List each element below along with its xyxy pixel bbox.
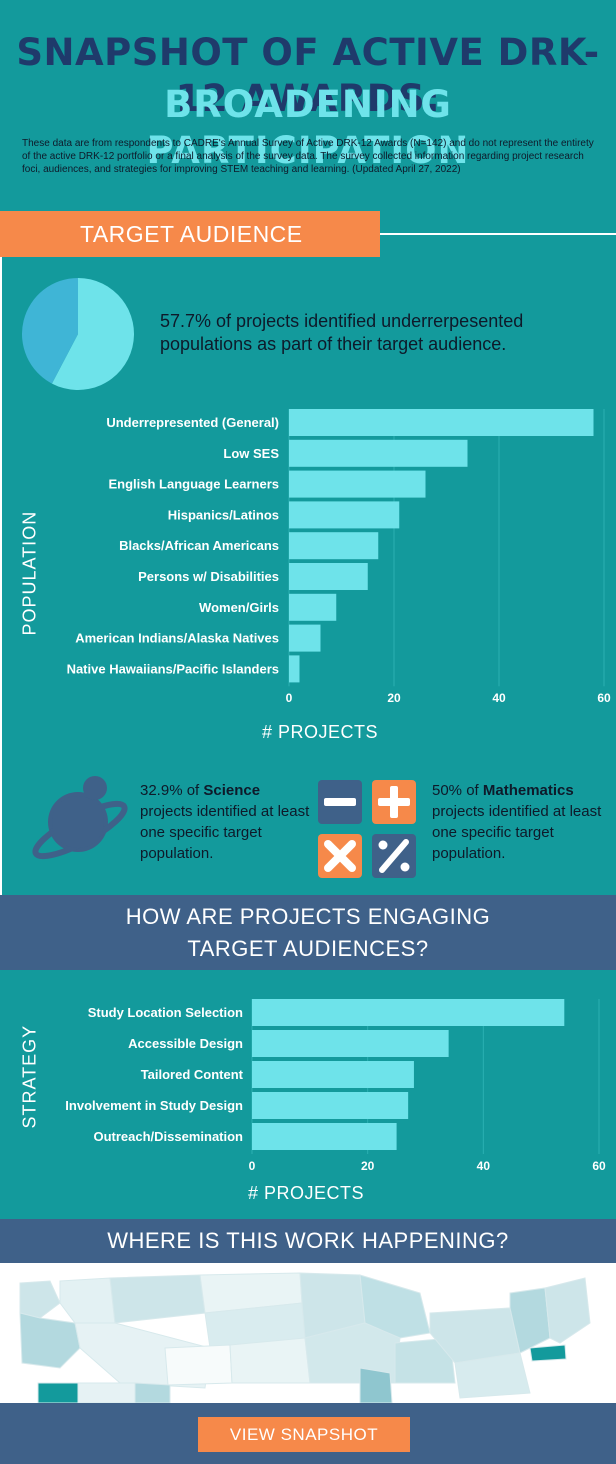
category-label: Hispanics/Latinos (168, 507, 279, 522)
x-tick-label: 20 (387, 691, 401, 705)
bar-0 (289, 409, 594, 436)
intro-text: These data are from respondents to CADRE… (22, 138, 594, 175)
category-label: Tailored Content (141, 1067, 244, 1082)
math-stat-bold: Mathematics (482, 782, 574, 799)
view-snapshot-button[interactable]: VIEW SNAPSHOT (198, 1417, 410, 1452)
pie-caption: 57.7% of projects identified underrerpes… (160, 311, 524, 354)
plus-icon (372, 780, 416, 824)
math-stat: 50% of Mathematics projects identified a… (432, 780, 602, 864)
x-tick-label: 60 (597, 691, 611, 705)
bar-5 (289, 563, 368, 590)
science-stat-bold: Science (203, 782, 261, 799)
math-stat-post: projects identified at least one specifi… (432, 803, 602, 862)
category-label: Persons w/ Disabilities (138, 569, 279, 584)
population-bar-chart: Underrepresented (General) Low SES English… (67, 409, 611, 705)
math-icons (318, 780, 416, 878)
engaging-header-line1: HOW ARE PROJECTS ENGAGING (125, 904, 491, 929)
x-tick-label: 0 (286, 691, 293, 705)
times-icon (318, 834, 362, 878)
math-stat-pre: 50% of (432, 782, 483, 799)
x-tick-label: 20 (361, 1159, 375, 1173)
category-label: Blacks/African Americans (119, 538, 279, 553)
bar-3 (252, 1092, 409, 1119)
bar-2 (289, 470, 426, 498)
planet-icon (32, 776, 128, 860)
section-border (0, 257, 2, 897)
category-label: English Language Learners (109, 477, 280, 492)
bar-0 (252, 999, 565, 1026)
bar-1 (252, 1030, 449, 1057)
bar-8 (289, 655, 300, 683)
category-label: Accessible Design (128, 1036, 243, 1051)
category-label: American Indians/Alaska Natives (75, 631, 279, 646)
engaging-section-header: HOW ARE PROJECTS ENGAGING TARGET AUDIENC… (0, 895, 616, 970)
bar-7 (289, 624, 321, 652)
target-audience-banner: TARGET AUDIENCE (0, 211, 380, 257)
bar-1 (289, 439, 468, 467)
population-x-axis-title: # PROJECTS (262, 722, 379, 742)
category-label: Study Location Selection (88, 1005, 243, 1020)
banner-divider (380, 233, 616, 235)
engaging-header-line2: TARGET AUDIENCES? (187, 936, 429, 961)
category-label: Outreach/Dissemination (93, 1129, 243, 1144)
bar-4 (252, 1123, 397, 1150)
x-tick-label: 40 (492, 691, 506, 705)
category-label: Involvement in Study Design (65, 1098, 243, 1113)
pie-slice-1 (22, 278, 78, 384)
pie-chart (22, 278, 134, 390)
strategy-bar-chart: Study Location Selection Accessible Desig… (65, 999, 606, 1173)
category-label: Low SES (223, 446, 279, 461)
science-stat-post: projects identified at least one specifi… (140, 803, 310, 862)
sub-title: BROADENING PARTICIPATION (146, 83, 470, 172)
x-tick-label: 0 (249, 1159, 256, 1173)
bar-4 (289, 532, 379, 560)
bar-6 (289, 593, 337, 621)
science-stat-pre: 32.9% of (140, 782, 204, 799)
pie-slice-0 (51, 278, 134, 390)
category-label: Native Hawaiians/Pacific Islanders (67, 661, 279, 676)
category-label: Underrepresented (General) (106, 415, 279, 430)
science-stat: 32.9% of Science projects identified at … (140, 780, 310, 864)
x-tick-label: 40 (477, 1159, 491, 1173)
x-tick-label: 60 (592, 1159, 606, 1173)
bar-3 (289, 501, 400, 529)
main-title: SNAPSHOT OF ACTIVE DRK-12 AWARDS: (16, 31, 600, 120)
strategy-x-axis-title: # PROJECTS (248, 1183, 365, 1203)
category-label: Women/Girls (199, 600, 279, 615)
bar-2 (252, 1061, 414, 1088)
minus-icon (318, 780, 362, 824)
percent-icon (372, 834, 416, 878)
where-section-header: WHERE IS THIS WORK HAPPENING? (0, 1219, 616, 1263)
us-map (0, 1263, 616, 1403)
